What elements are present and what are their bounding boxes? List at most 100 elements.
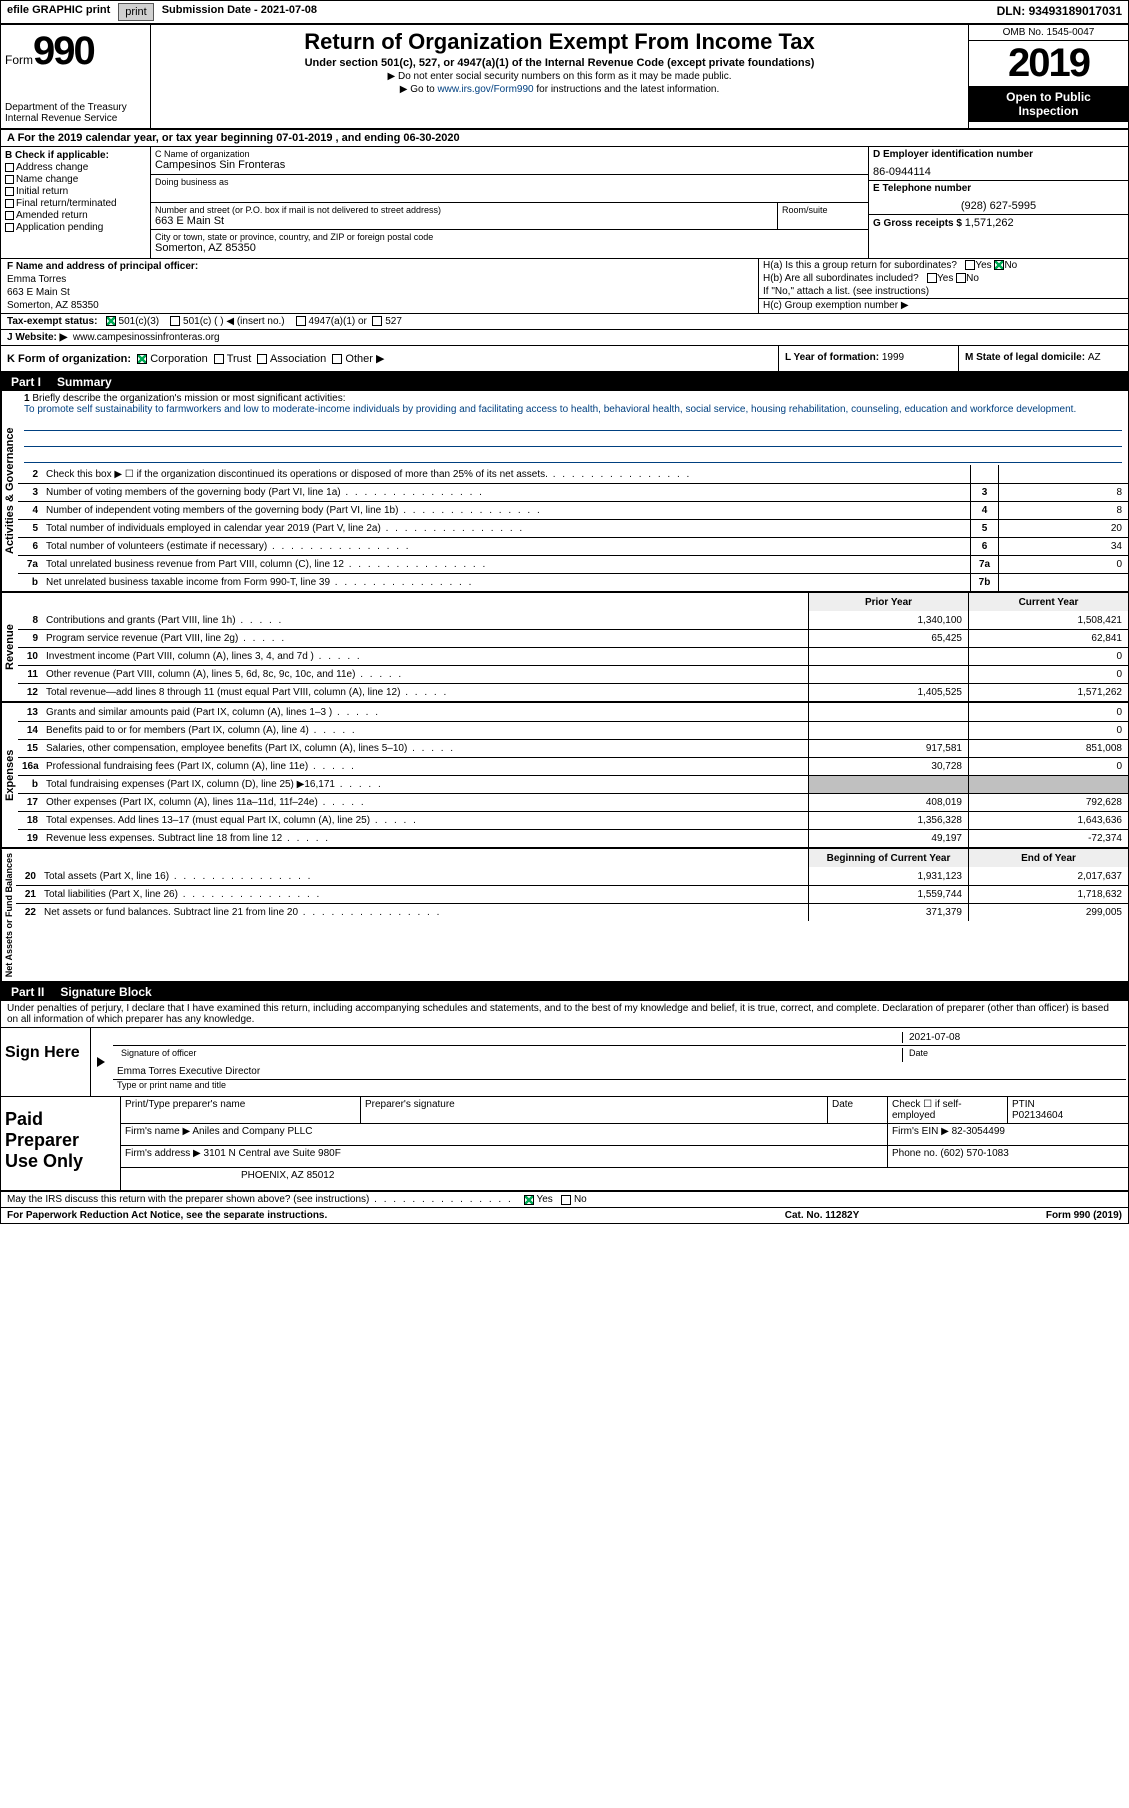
form-number: 990 — [33, 29, 94, 73]
hb-yes[interactable] — [927, 273, 937, 283]
efile-label: efile GRAPHIC print — [1, 1, 116, 23]
dba-box: Doing business as — [151, 175, 868, 203]
korg-left: K Form of organization: Corporation Trus… — [1, 346, 778, 371]
discuss-row: May the IRS discuss this return with the… — [1, 1192, 1128, 1208]
org-name-box: C Name of organization Campesinos Sin Fr… — [151, 147, 868, 175]
hb-no[interactable] — [956, 273, 966, 283]
cb-trust[interactable] — [214, 354, 224, 364]
firm-phone: (602) 570-1083 — [940, 1148, 1008, 1159]
cb-final-return[interactable]: Final return/terminated — [5, 198, 146, 209]
header-left: Form990 Department of the TreasuryIntern… — [1, 25, 151, 128]
side-revenue: Revenue — [1, 593, 18, 701]
form-header: Form990 Department of the TreasuryIntern… — [1, 25, 1128, 130]
address-row: Number and street (or P.O. box if mail i… — [151, 203, 868, 230]
cb-pending[interactable]: Application pending — [5, 222, 146, 233]
arrow-icon — [91, 1028, 111, 1096]
gov-row: 7aTotal unrelated business revenue from … — [18, 555, 1128, 573]
form-container: efile GRAPHIC print print Submission Dat… — [0, 0, 1129, 1224]
ha-yes[interactable] — [965, 260, 975, 270]
top-bar: efile GRAPHIC print print Submission Dat… — [1, 1, 1128, 25]
cb-corp[interactable] — [137, 354, 147, 364]
phone-box: E Telephone number(928) 627-5995 — [869, 181, 1128, 215]
expense-row: 18Total expenses. Add lines 13–17 (must … — [18, 811, 1128, 829]
website-row: J Website: ▶ www.campesinossinfronteras.… — [1, 330, 1128, 346]
gross-receipts: 1,571,262 — [965, 217, 1014, 229]
side-governance: Activities & Governance — [1, 391, 18, 591]
col-current-year: Current Year — [968, 593, 1128, 611]
section-revenue: Revenue Prior Year Current Year 8Contrib… — [1, 593, 1128, 703]
paid-preparer-block: Paid Preparer Use Only Print/Type prepar… — [1, 1097, 1128, 1192]
revenue-row: 11Other revenue (Part VIII, column (A), … — [18, 665, 1128, 683]
entity-mid: C Name of organization Campesinos Sin Fr… — [151, 147, 868, 258]
instruction-2: ▶ Go to www.irs.gov/Form990 for instruct… — [161, 84, 958, 95]
net-row: 22Net assets or fund balances. Subtract … — [16, 903, 1128, 921]
ein-box: D Employer identification number86-09441… — [869, 147, 1128, 181]
part-2-bar: Part IISignature Block — [1, 983, 1128, 1001]
ein-value: 86-0944114 — [873, 160, 1124, 178]
check-b-column: B Check if applicable: Address change Na… — [1, 147, 151, 258]
ha-no[interactable] — [994, 260, 1004, 270]
gov-row: 3Number of voting members of the governi… — [18, 483, 1128, 501]
firm-address: 3101 N Central ave Suite 980F — [204, 1148, 341, 1159]
col-beginning: Beginning of Current Year — [808, 849, 968, 867]
cb-4947[interactable] — [296, 316, 306, 326]
website-value: www.campesinossinfronteras.org — [73, 332, 220, 343]
cb-501c3[interactable] — [106, 316, 116, 326]
state-domicile: M State of legal domicile: AZ — [958, 346, 1128, 371]
expense-row: 14Benefits paid to or for members (Part … — [18, 721, 1128, 739]
hc-row: H(c) Group exemption number ▶ — [759, 298, 1128, 312]
expense-row: 15Salaries, other compensation, employee… — [18, 739, 1128, 757]
ha-row: H(a) Is this a group return for subordin… — [759, 259, 1128, 272]
revenue-row: 10Investment income (Part VIII, column (… — [18, 647, 1128, 665]
org-name: Campesinos Sin Fronteras — [155, 159, 864, 171]
cb-other[interactable] — [332, 354, 342, 364]
tax-exempt-row: Tax-exempt status: 501(c)(3) 501(c) ( ) … — [1, 314, 1128, 330]
open-public: Open to PublicInspection — [969, 86, 1128, 122]
page-footer: For Paperwork Reduction Act Notice, see … — [1, 1208, 1128, 1223]
city-state-zip: Somerton, AZ 85350 — [155, 242, 864, 254]
cb-address-change[interactable]: Address change — [5, 162, 146, 173]
part-1-bar: Part ISummary — [1, 373, 1128, 391]
revenue-row: 9Program service revenue (Part VIII, lin… — [18, 629, 1128, 647]
paid-label: Paid Preparer Use Only — [1, 1097, 121, 1190]
cb-501c[interactable] — [170, 316, 180, 326]
col-prior-year: Prior Year — [808, 593, 968, 611]
expense-row: bTotal fundraising expenses (Part IX, co… — [18, 775, 1128, 793]
entity-block: B Check if applicable: Address change Na… — [1, 147, 1128, 259]
dept-label: Department of the TreasuryInternal Reven… — [5, 102, 146, 124]
officer-name: Emma Torres — [7, 274, 752, 285]
hb2-row: If "No," attach a list. (see instruction… — [759, 285, 1128, 298]
entity-right: D Employer identification number86-09441… — [868, 147, 1128, 258]
sign-here-block: Sign Here 2021-07-08 Signature of office… — [1, 1028, 1128, 1097]
city-box: City or town, state or province, country… — [151, 230, 868, 258]
fh-block: F Name and address of principal officer:… — [1, 259, 1128, 314]
hb-row: H(b) Are all subordinates included? Yes … — [759, 272, 1128, 285]
side-expenses: Expenses — [1, 703, 18, 847]
discuss-no[interactable] — [561, 1195, 571, 1205]
revenue-row: 12Total revenue—add lines 8 through 11 (… — [18, 683, 1128, 701]
section-governance: Activities & Governance 1 Briefly descri… — [1, 391, 1128, 593]
subdate-label: Submission Date - 2021-07-08 — [156, 1, 323, 23]
expense-row: 17Other expenses (Part IX, column (A), l… — [18, 793, 1128, 811]
irs-link[interactable]: www.irs.gov/Form990 — [437, 84, 533, 95]
tax-year: 2019 — [969, 41, 1128, 86]
gov-row: 6Total number of volunteers (estimate if… — [18, 537, 1128, 555]
gov-row: 5Total number of individuals employed in… — [18, 519, 1128, 537]
cb-initial-return[interactable]: Initial return — [5, 186, 146, 197]
side-net: Net Assets or Fund Balances — [1, 849, 16, 981]
cb-name-change[interactable]: Name change — [5, 174, 146, 185]
cb-527[interactable] — [372, 316, 382, 326]
expense-row: 13Grants and similar amounts paid (Part … — [18, 703, 1128, 721]
gov-row: 4Number of independent voting members of… — [18, 501, 1128, 519]
discuss-yes[interactable] — [524, 1195, 534, 1205]
mission-block: 1 Briefly describe the organization's mi… — [18, 391, 1128, 465]
cb-assoc[interactable] — [257, 354, 267, 364]
form-subtitle: Under section 501(c), 527, or 4947(a)(1)… — [161, 57, 958, 69]
sign-date: 2021-07-08 — [902, 1032, 1122, 1043]
cb-amended[interactable]: Amended return — [5, 210, 146, 221]
net-row: 21Total liabilities (Part X, line 26)1,5… — [16, 885, 1128, 903]
ptin-value: P02134604 — [1012, 1110, 1124, 1121]
print-button[interactable]: print — [118, 3, 153, 21]
net-header: Beginning of Current Year End of Year — [16, 849, 1128, 867]
revenue-header: Prior Year Current Year — [18, 593, 1128, 611]
